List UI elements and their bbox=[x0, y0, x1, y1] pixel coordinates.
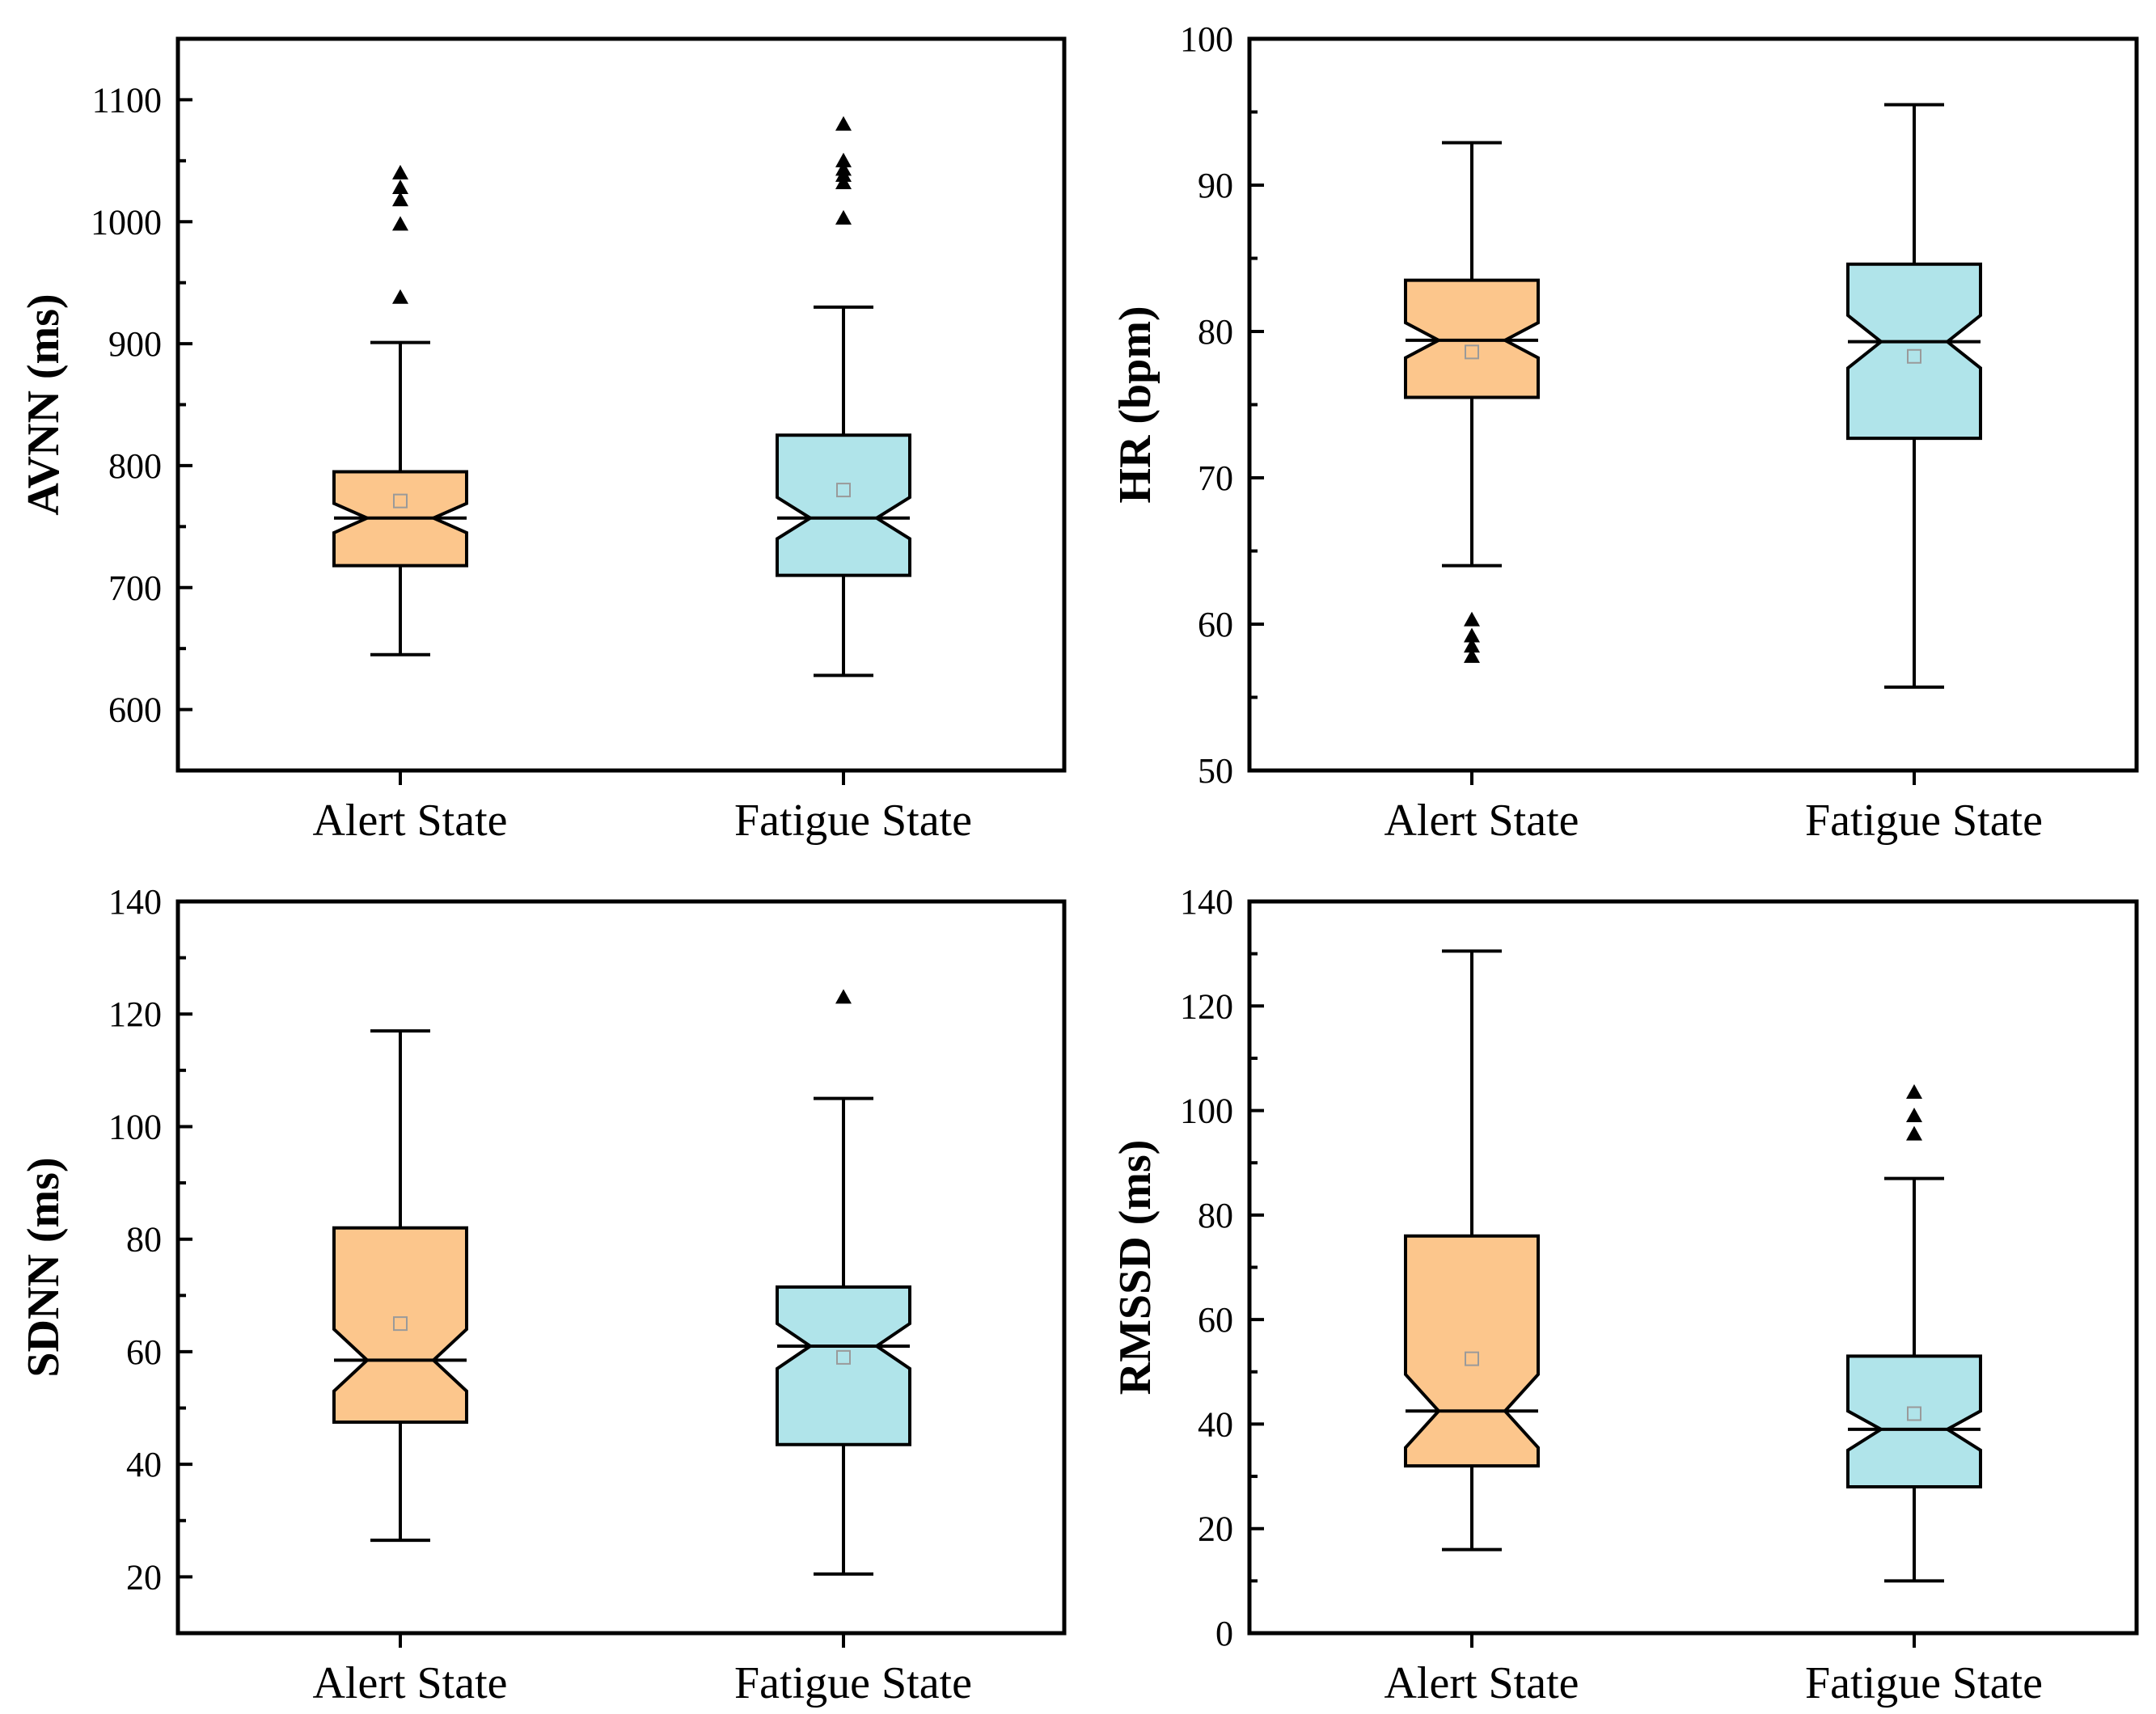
box-alert-state bbox=[1404, 141, 1540, 663]
x-category-label: Fatigue State bbox=[1805, 796, 2043, 846]
outlier-point bbox=[835, 174, 852, 189]
x-category-label: Alert State bbox=[312, 796, 507, 846]
notched-box bbox=[776, 1285, 911, 1446]
x-category-label: Fatigue State bbox=[734, 796, 972, 846]
y-tick-label: 80 bbox=[1198, 312, 1233, 352]
x-category-label: Fatigue State bbox=[1805, 1658, 2043, 1708]
y-tick-label: 60 bbox=[1198, 1300, 1233, 1340]
box-alert-state bbox=[332, 164, 468, 656]
y-tick-label: 50 bbox=[1198, 751, 1233, 791]
notched-box bbox=[1404, 1234, 1540, 1468]
y-tick-label: 1100 bbox=[92, 80, 162, 120]
box-fatigue-state bbox=[776, 989, 911, 1576]
outlier-point bbox=[1464, 648, 1480, 663]
notched-box bbox=[1846, 1354, 1982, 1488]
outlier-point bbox=[1464, 638, 1480, 653]
x-category-label: Alert State bbox=[312, 1658, 507, 1708]
outlier-point bbox=[392, 216, 408, 231]
y-tick-label: 600 bbox=[108, 690, 162, 730]
notched-box bbox=[1846, 262, 1982, 441]
y-tick-label: 800 bbox=[108, 446, 162, 486]
y-tick-label: 80 bbox=[126, 1220, 162, 1260]
x-category-label: Alert State bbox=[1384, 796, 1579, 846]
y-tick-label: 20 bbox=[126, 1557, 162, 1597]
mean-marker bbox=[836, 1349, 851, 1365]
y-tick-label: 60 bbox=[126, 1332, 162, 1372]
y-axis-title: AVNN (ms) bbox=[19, 293, 69, 515]
y-tick-label: 1000 bbox=[91, 202, 162, 242]
mean-marker bbox=[1465, 344, 1479, 360]
mean-marker bbox=[393, 1316, 408, 1332]
plot-frame bbox=[175, 899, 1067, 1636]
outlier-point bbox=[1464, 627, 1480, 643]
y-tick-label: 40 bbox=[126, 1445, 162, 1484]
box-fatigue-state bbox=[1846, 1083, 1982, 1583]
panel-rmssd: 0 20 40 60 80 100 120 140 RMSSD (ms) Alert State F… bbox=[1110, 882, 2139, 1708]
outlier-point bbox=[835, 152, 852, 167]
plot-frame bbox=[1247, 899, 2139, 1636]
mean-marker bbox=[1907, 1406, 1921, 1421]
y-tick-label: 140 bbox=[1180, 882, 1233, 922]
plot-frame bbox=[175, 36, 1067, 773]
plot-frame bbox=[1247, 36, 2139, 773]
y-tick-label: 120 bbox=[108, 994, 162, 1034]
y-tick-label: 100 bbox=[1180, 19, 1233, 59]
mean-marker bbox=[836, 483, 851, 498]
y-tick-label: 40 bbox=[1198, 1404, 1233, 1444]
mean-marker bbox=[1907, 348, 1921, 364]
y-tick-label: 900 bbox=[108, 324, 162, 364]
mean-marker bbox=[393, 493, 408, 509]
y-tick-label: 20 bbox=[1198, 1509, 1233, 1549]
outlier-point bbox=[392, 179, 408, 195]
mean-marker bbox=[1465, 1351, 1479, 1366]
box-fatigue-state bbox=[776, 116, 911, 678]
y-tick-label: 90 bbox=[1198, 166, 1233, 205]
x-category-label: Alert State bbox=[1384, 1658, 1579, 1708]
y-tick-label: 100 bbox=[1180, 1091, 1233, 1131]
y-tick-label: 60 bbox=[1198, 605, 1233, 644]
notched-box bbox=[332, 1226, 468, 1424]
y-tick-label: 80 bbox=[1198, 1196, 1233, 1235]
y-tick-label: 0 bbox=[1215, 1614, 1233, 1653]
outlier-point bbox=[392, 164, 408, 179]
y-tick-label: 700 bbox=[108, 568, 162, 608]
outlier-point bbox=[392, 289, 408, 304]
box-fatigue-state bbox=[1846, 103, 1982, 689]
panel-sdnn: 20 40 60 80 100 120 140 SDNN (ms) Alert State Fat… bbox=[19, 882, 1067, 1708]
outlier-point bbox=[1464, 611, 1480, 627]
outlier-point bbox=[835, 116, 852, 131]
outlier-point bbox=[1906, 1125, 1922, 1141]
outlier-point bbox=[1906, 1108, 1922, 1123]
outlier-point bbox=[835, 161, 852, 176]
y-tick-label: 140 bbox=[108, 882, 162, 922]
y-tick-label: 70 bbox=[1198, 458, 1233, 498]
outlier-point bbox=[1906, 1083, 1922, 1099]
outlier-point bbox=[835, 209, 852, 225]
y-axis-title: RMSSD (ms) bbox=[1110, 1140, 1160, 1395]
box-alert-state bbox=[332, 1029, 468, 1543]
box-alert-state bbox=[1404, 949, 1540, 1551]
notched-box bbox=[776, 433, 911, 577]
x-category-label: Fatigue State bbox=[734, 1658, 972, 1708]
panel-avnn: 600 700 800 900 1000 1100 AVNN (ms) Alert State… bbox=[19, 36, 1067, 846]
outlier-point bbox=[392, 192, 408, 207]
y-tick-label: 100 bbox=[108, 1107, 162, 1146]
y-tick-label: 120 bbox=[1180, 986, 1233, 1026]
y-axis-title: HR (bpm) bbox=[1110, 306, 1160, 503]
y-axis-title: SDNN (ms) bbox=[19, 1157, 69, 1377]
panel-hr: 50 60 70 80 90 100 HR (bpm) Alert State Fatigue … bbox=[1110, 19, 2139, 846]
outlier-point bbox=[835, 989, 852, 1004]
